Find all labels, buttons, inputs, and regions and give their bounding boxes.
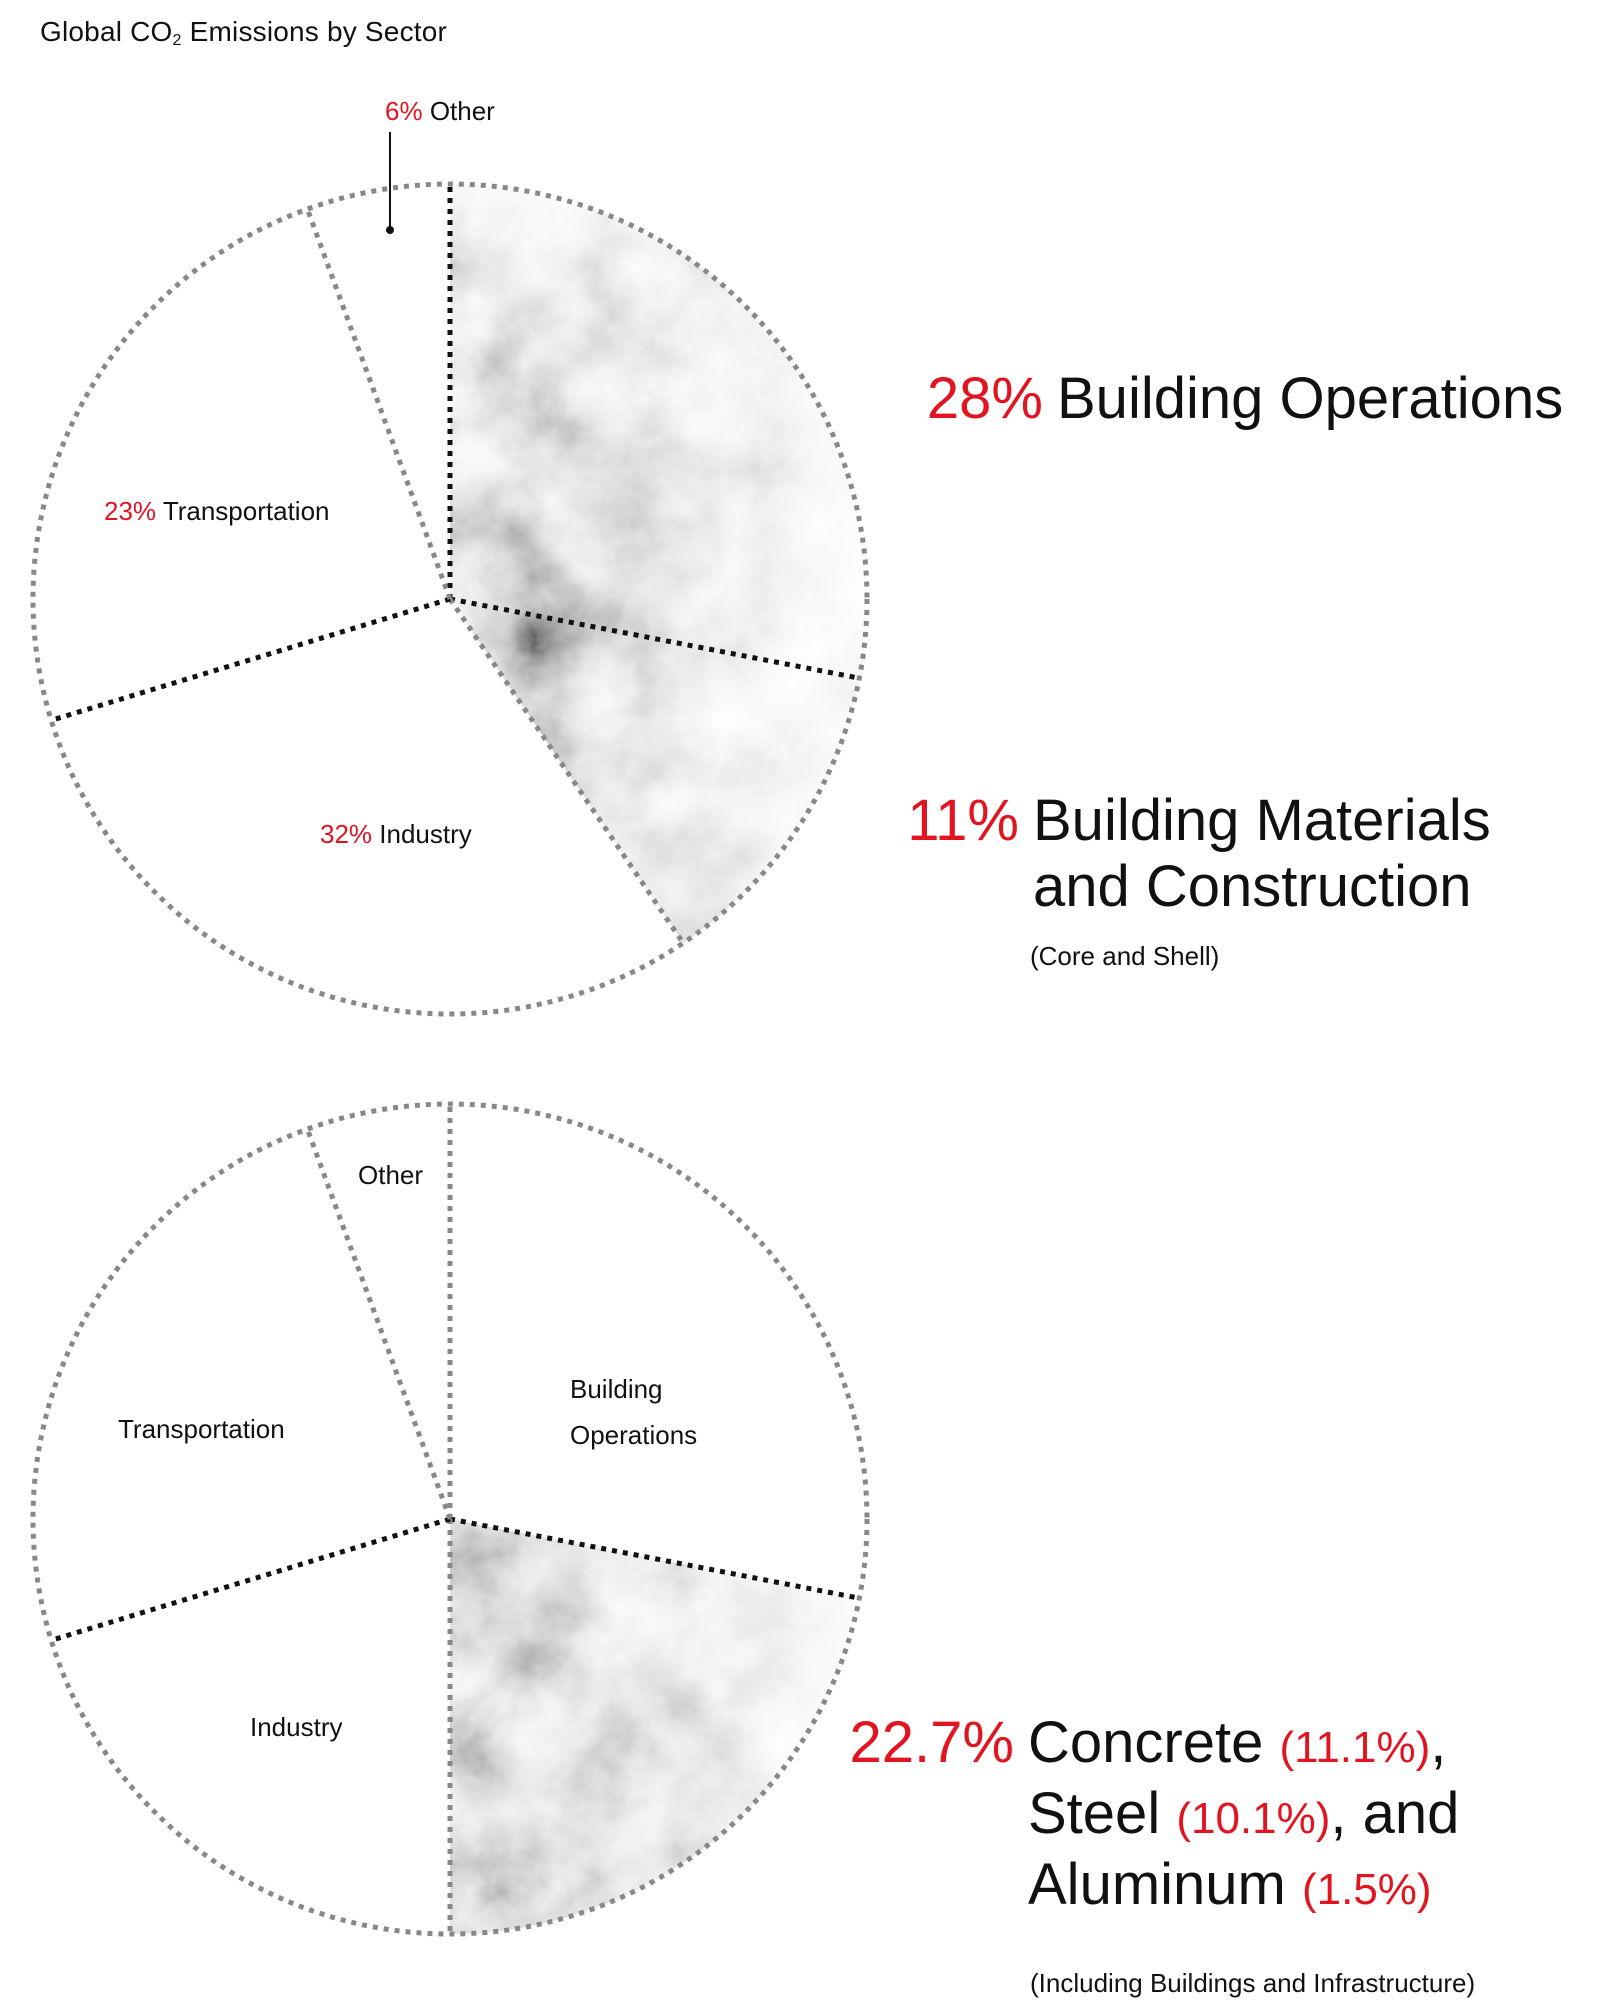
slice-divider-transport-other [305, 1128, 453, 1520]
aluminum-pct: (1.5%) [1301, 1865, 1432, 1914]
other-label: Other [429, 96, 495, 126]
transportation-pct: 23% [104, 496, 157, 526]
callout-mat-line1: Building Materials [1033, 788, 1491, 853]
callout-building-materials: 11% Building Materials and Construction [907, 788, 1491, 920]
pie-outline [30, 181, 870, 1017]
industry-pct: 32% [320, 819, 373, 849]
other-pct: 6% [385, 96, 423, 126]
callout-csa-line2: Steel (10.1%), and [1028, 1781, 1459, 1852]
industry-label: Industry [379, 819, 472, 849]
steel-sep: , and [1330, 1781, 1460, 1846]
concrete-word: Concrete [1028, 1710, 1280, 1775]
slice-divider-industry-transport [50, 596, 451, 723]
slice-divider-materials-industry [447, 597, 686, 945]
smoke-fade-right [450, 1519, 860, 1934]
slice-divider-industry-transport [50, 1516, 451, 1643]
callout-building-operations: 28% Building Operations [927, 366, 1564, 432]
building-ops-line1: Building [570, 1374, 663, 1404]
callout-concrete-steel-aluminum: 22.7% Concrete (11.1%), Steel (10.1%), a… [850, 1710, 1460, 1923]
other-leader-dot [386, 226, 394, 234]
callout-mat-note: (Core and Shell) [1030, 941, 1220, 971]
callout-ops-pct: 28% [926, 366, 1043, 431]
callout-csa-line1: Concrete (11.1%), [1028, 1710, 1459, 1781]
callout-csa-pct: 22.7% [849, 1710, 1014, 1775]
steel-pct: (10.1%) [1176, 1794, 1331, 1843]
callout-mat-pct: 11% [907, 788, 1019, 853]
pie-outline [30, 1101, 870, 1937]
slice-divider-ops-materials [449, 596, 860, 681]
pie-chart-materials [30, 1101, 870, 1937]
slice-divider-ops-materials [449, 1516, 860, 1601]
aluminum-word: Aluminum [1028, 1852, 1302, 1917]
concrete-sep: , [1430, 1710, 1447, 1775]
steel-word: Steel [1028, 1781, 1177, 1846]
pie-chart-sectors [30, 132, 870, 1017]
label-transportation-pie1: 23% Transportation [104, 496, 330, 527]
chart-title: Global CO2 Emissions by Sector [40, 16, 447, 50]
title-subscript: 2 [172, 32, 182, 49]
transportation-label: Transportation [162, 496, 330, 526]
label-building-operations-pie2: Building Operations [570, 1366, 697, 1458]
callout-mat-line2: and Construction [1033, 854, 1472, 919]
label-other-pie2: Other [358, 1160, 424, 1190]
callout-csa-note: (Including Buildings and Infrastructure) [1030, 1968, 1476, 1998]
label-industry-pie1: 32% Industry [320, 819, 472, 850]
smoke-fade-top [450, 184, 867, 599]
label-transportation-pie2: Transportation [118, 1414, 285, 1444]
slice-divider-transport-other [305, 208, 453, 600]
callout-ops-label: Building Operations [1057, 366, 1564, 431]
concrete-pct: (11.1%) [1279, 1723, 1431, 1772]
title-main: Global CO [40, 16, 173, 47]
callout-csa-line3: Aluminum (1.5%) [1028, 1852, 1459, 1923]
label-other-pie1: 6% Other [385, 96, 495, 127]
building-ops-line2: Operations [570, 1420, 698, 1450]
title-tail: Emissions by Sector [181, 16, 448, 47]
label-industry-pie2: Industry [250, 1712, 343, 1742]
